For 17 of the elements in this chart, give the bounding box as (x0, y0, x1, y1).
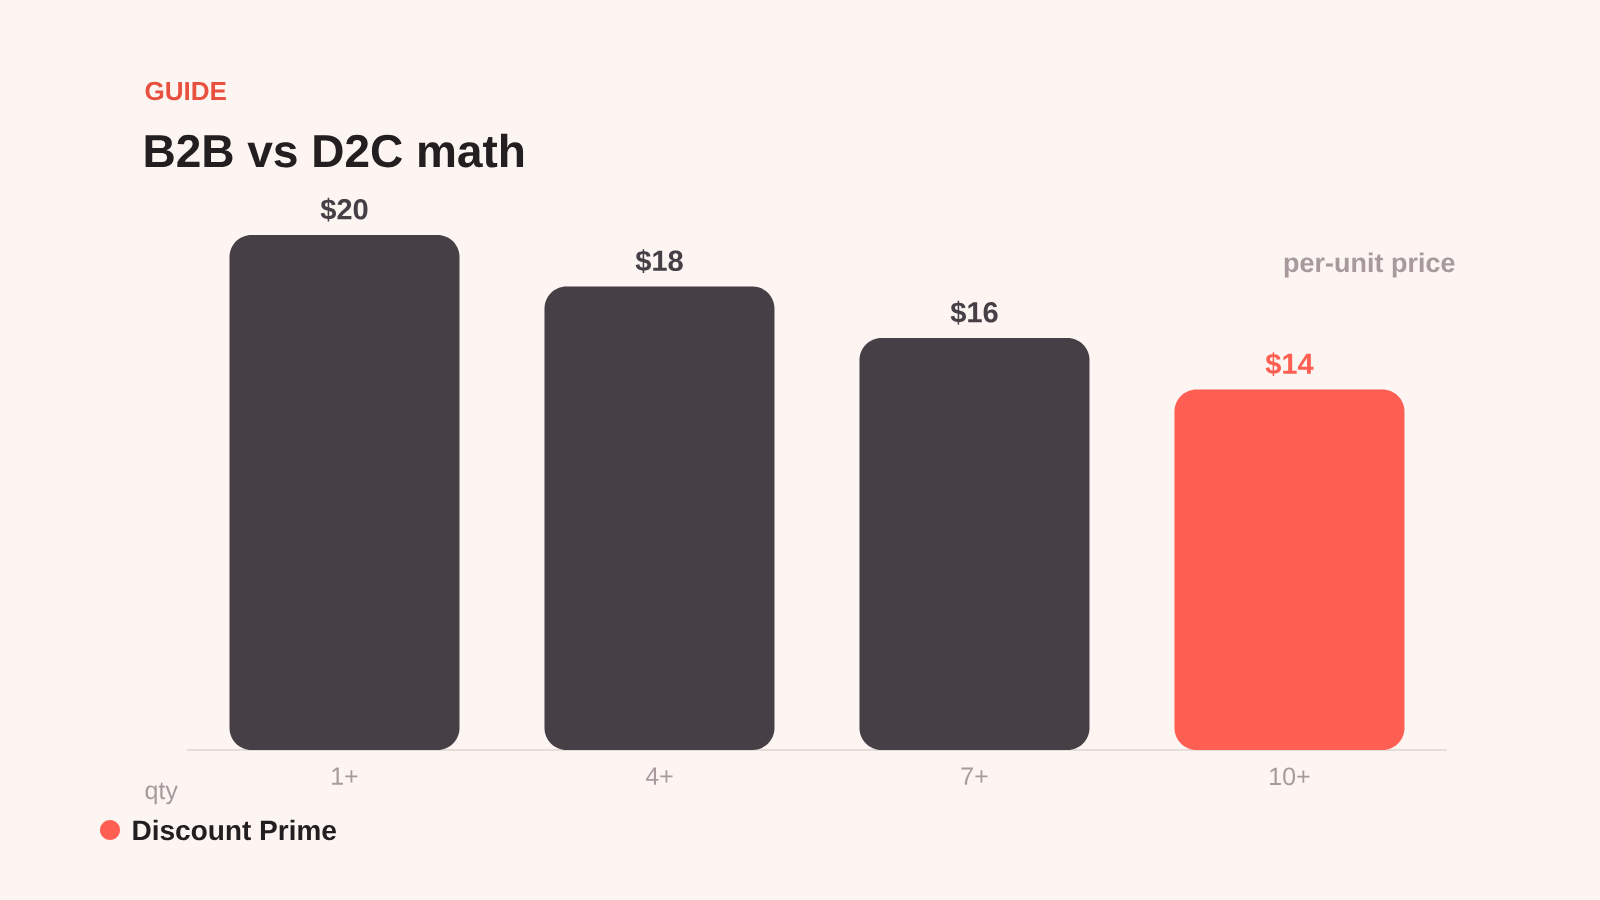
x-tick-label: 1+ (332, 767, 358, 785)
data-label: $20 (320, 197, 368, 222)
bar (229, 234, 460, 750)
x-tick-label: 7+ (961, 767, 988, 785)
chart-title: B2B vs D2C math (145, 133, 524, 168)
x-axis-title: qty (145, 782, 178, 805)
legend-label: Discount Prime (133, 819, 336, 841)
x-tick-label: 4+ (645, 767, 673, 785)
data-label: $14 (1265, 352, 1314, 376)
data-label: $16 (950, 300, 998, 325)
bar (1174, 389, 1405, 750)
x-tick-label: 10+ (1270, 767, 1310, 786)
bar (859, 338, 1090, 750)
chart-subtitle: GUIDE (145, 81, 226, 101)
bar (544, 286, 775, 750)
y-axis-title: per-unit price (1284, 252, 1455, 278)
data-label: $18 (635, 249, 683, 273)
